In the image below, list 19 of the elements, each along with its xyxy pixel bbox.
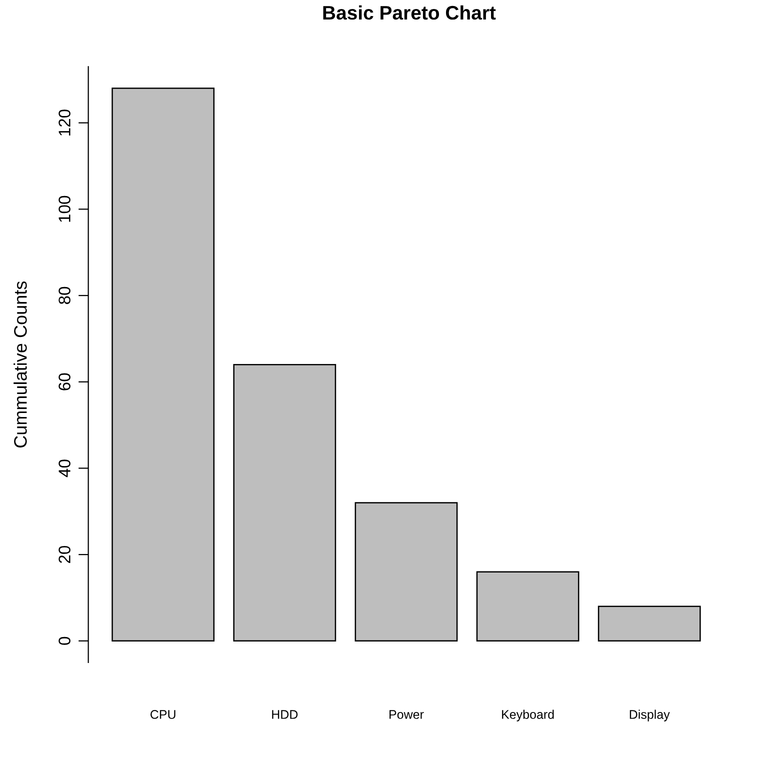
y-tick-label: 0 (58, 636, 70, 645)
y-tick-label: 40 (58, 460, 70, 478)
x-tick-label: CPU (150, 710, 176, 719)
chart-title: Basic Pareto Chart (323, 5, 496, 20)
x-tick-label: Display (630, 710, 670, 722)
y-tick-label: 20 (58, 546, 70, 563)
bar (354, 502, 458, 642)
x-tick-label: HDD (272, 710, 298, 719)
bar (476, 571, 580, 642)
y-tick-label: 80 (58, 286, 70, 304)
bar (112, 88, 215, 642)
bar (233, 364, 336, 642)
bar (598, 606, 701, 642)
y-tick-label: 100 (58, 196, 70, 222)
x-tick-label: Keyboard (502, 710, 554, 722)
y-tick-label: 120 (58, 110, 70, 136)
x-tick-label: Power (390, 710, 424, 719)
y-axis-title: Cummulative Counts (14, 281, 27, 448)
y-tick-label: 60 (58, 373, 70, 390)
